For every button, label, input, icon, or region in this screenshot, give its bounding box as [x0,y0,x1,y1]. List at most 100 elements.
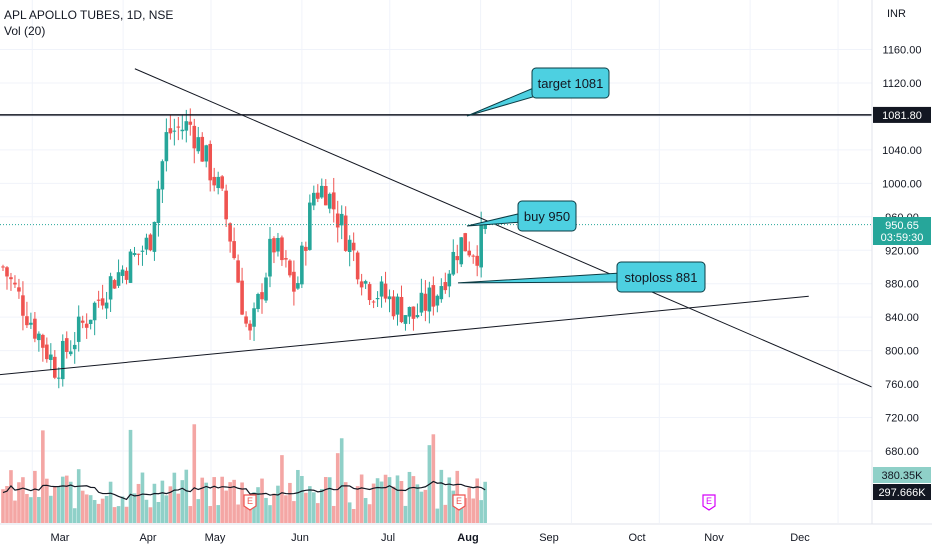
candle-body [315,192,320,199]
volume-bar [319,489,324,523]
candle-body [112,280,117,289]
candle-body [256,293,260,309]
symbol-title[interactable]: APL APOLLO TUBES, 1D, NSE [4,8,174,22]
candle-body [224,190,228,220]
candle-body [9,277,13,280]
volume-bar [148,507,153,523]
time-axis[interactable]: Mar Apr May Jun Jul Aug Sep Oct Nov Dec [0,523,932,550]
candle-body [483,224,487,230]
support-trendline[interactable] [0,295,809,376]
volume-bar [188,506,193,523]
volume-badge [873,467,931,483]
stoploss-box[interactable] [616,261,706,293]
candle-body [383,283,388,299]
candle-body [92,302,97,321]
volume-bar [136,483,141,523]
candle-body [176,126,181,128]
candle-body [435,295,440,306]
resistance-trendline[interactable] [134,68,932,518]
volume-bar [244,501,248,523]
candle-body [80,320,85,323]
price-tick-label: 920.00 [885,245,919,257]
candle-body [13,282,17,285]
volume-bar [84,494,89,523]
candle-body [29,322,33,325]
volume-bar [88,495,93,523]
candle-body [427,287,432,312]
countdown-text: 03:59:30 [881,232,924,244]
time-tick-label: Sep [539,532,559,544]
volume-bar [13,500,17,523]
earnings-marker[interactable]: E [243,494,257,511]
volume-bar [45,478,49,523]
candle-body [240,280,244,315]
candle-body [188,121,193,125]
candle-body [351,242,356,251]
candle-body [212,176,216,186]
candle-body [220,176,224,189]
candle-body [25,316,29,326]
volume-bar [403,505,408,523]
candle-body [60,340,65,380]
time-tick-label: Nov [704,532,724,544]
candle-body [375,298,380,300]
candle-body [244,316,248,324]
price-tick-label: 760.00 [885,379,919,391]
buy-box[interactable] [517,200,577,232]
earnings-marker[interactable]: E [702,494,716,511]
volume-indicator-label[interactable]: Vol (20) [4,24,46,38]
candle-body [168,128,173,134]
trendlines[interactable] [0,68,932,518]
candle-body [33,318,37,339]
candle-body [367,284,372,301]
earnings-marker[interactable]: E [452,494,466,511]
candle-body [455,256,460,261]
candle-body [479,224,483,268]
volume-bar [351,508,356,523]
volume-bar [224,490,228,523]
volume-bar [176,493,181,523]
target-box[interactable] [531,67,610,99]
callouts[interactable]: target 1081 buy 950 stoploss 881 [457,67,706,293]
candle-body [200,136,205,162]
volume-bar [92,500,97,523]
candle-body [264,277,268,301]
time-tick-label: Jul [381,532,395,544]
candle-body [180,129,185,132]
volume-bar [431,434,436,523]
volume-bar [447,477,452,523]
target-pointer [466,86,537,117]
candle-body [379,281,384,297]
volume-bar [327,477,332,523]
earnings-marker-label: E [706,496,712,506]
candle-body [88,319,93,324]
volume-bar [228,482,232,523]
volume-bar [208,506,213,523]
price-axis[interactable]: INR1160.001120.001040.001000.00960.00920… [871,0,932,550]
candle-body [343,215,348,251]
candle-body [451,251,456,275]
candle-body [296,283,300,289]
volume-bar [192,424,197,523]
volume-bar [304,492,308,523]
candle-body [284,258,288,260]
candle-body [292,271,296,292]
volume-bar [53,486,57,523]
candle-body [272,238,276,253]
candle-body [120,269,125,276]
candle-body [268,238,272,277]
candle-body [280,237,284,261]
volume-bar [367,504,372,523]
volume-bar [339,438,344,523]
volume-bar [76,469,81,523]
volume-bar [308,486,312,523]
volume-bar [443,504,448,523]
candle-body [475,255,479,266]
candle-body [359,281,364,288]
candle-body [399,296,404,323]
volume-bar [467,487,472,523]
candle-body [423,293,428,311]
price-tick-label: 680.00 [885,446,919,458]
